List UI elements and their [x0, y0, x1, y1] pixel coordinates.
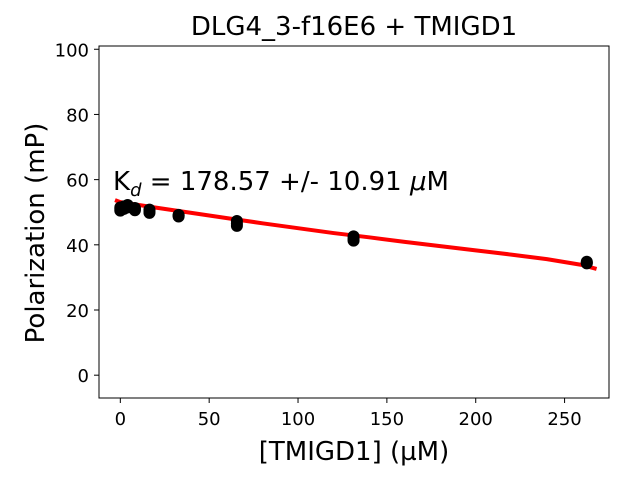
- x-tick-label: 50: [198, 409, 221, 430]
- y-tick-label: 100: [55, 40, 89, 61]
- x-tick-label: 250: [547, 409, 581, 430]
- plot-frame: [98, 45, 610, 399]
- x-axis-label: [TMIGD1] (µM): [259, 437, 450, 467]
- kd-prefix: K: [113, 167, 131, 197]
- x-tick-label: 0: [115, 409, 126, 430]
- kd-mu: μ: [409, 167, 427, 197]
- data-point: [172, 208, 185, 221]
- points-layer: [114, 199, 593, 270]
- y-axis-label: Polarization (mP): [21, 123, 51, 344]
- x-tick-label: 200: [459, 409, 493, 430]
- data-point: [143, 205, 156, 218]
- x-tick-label: 100: [281, 409, 315, 430]
- y-tick-label: 60: [66, 171, 89, 192]
- x-tick-label: 150: [370, 409, 404, 430]
- y-tick-label: 80: [66, 105, 89, 126]
- y-tick-label: 0: [78, 366, 89, 387]
- data-point: [347, 232, 360, 245]
- data-point: [230, 217, 243, 230]
- y-tick-label: 20: [66, 301, 89, 322]
- axes-layer: 0 50 100 150 200 250 0 20 40 60 80 100: [55, 40, 582, 430]
- kd-annotation: Kd = 178.57 +/- 10.91 μM: [113, 167, 449, 201]
- y-tick-label: 40: [66, 236, 89, 257]
- kd-subscript: d: [130, 180, 142, 201]
- chart-title: DLG4_3-f16E6 + TMIGD1: [191, 12, 517, 42]
- data-point: [580, 255, 593, 268]
- kd-unit: M: [427, 167, 449, 197]
- plot-area: [98, 45, 610, 399]
- kd-value-text: = 178.57 +/- 10.91: [142, 167, 410, 197]
- data-point: [128, 202, 141, 215]
